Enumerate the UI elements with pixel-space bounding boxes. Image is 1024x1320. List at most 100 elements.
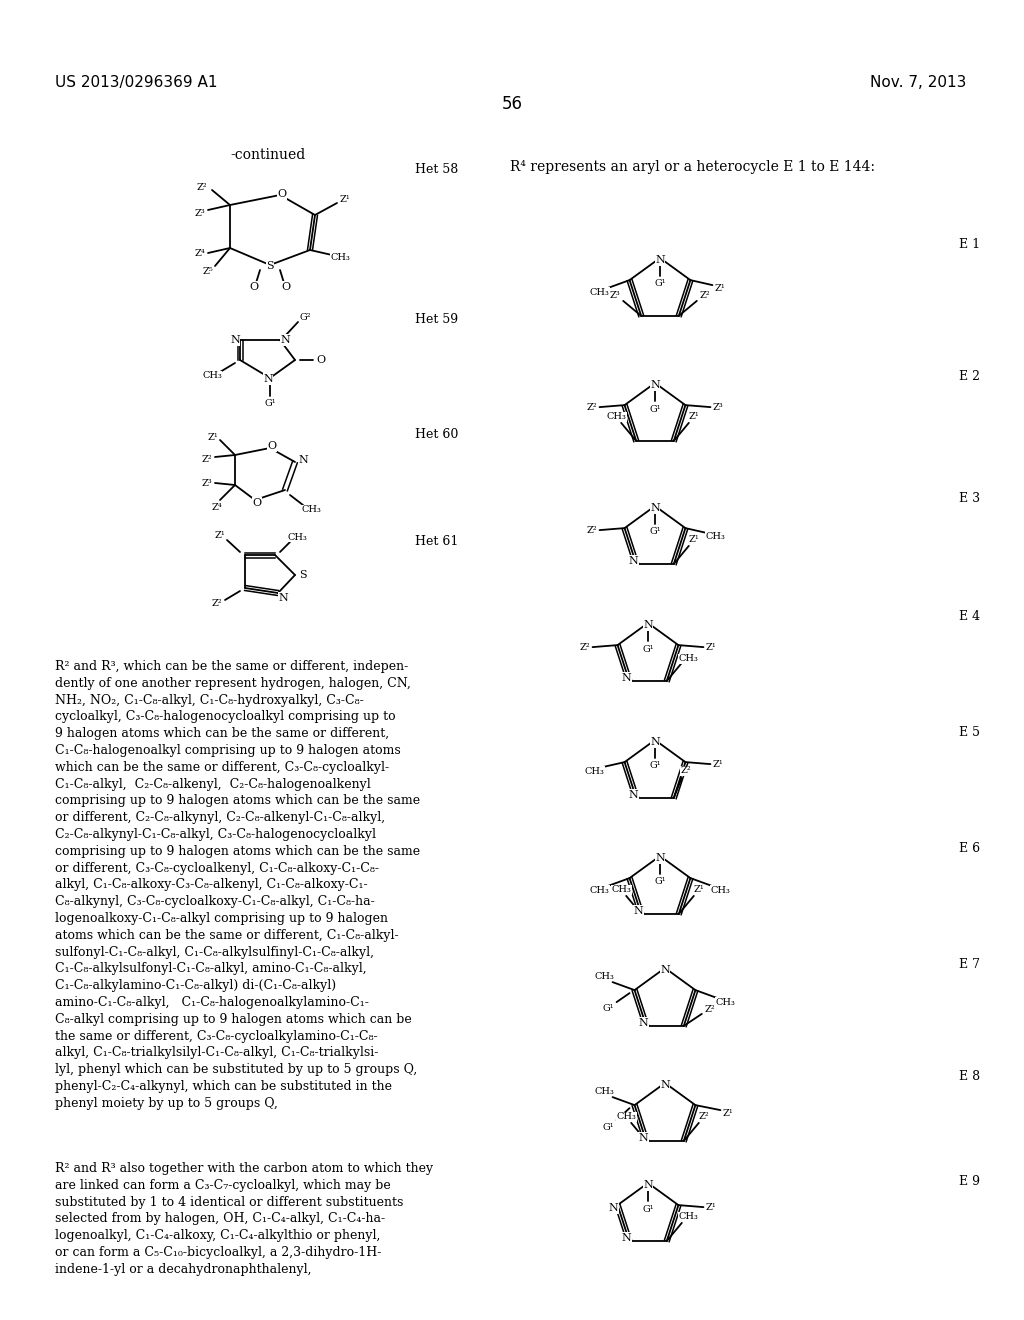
- Text: N: N: [281, 335, 290, 345]
- Text: N: N: [638, 1018, 648, 1028]
- Text: O: O: [316, 355, 326, 366]
- Text: N: N: [655, 853, 665, 863]
- Text: N: N: [660, 1080, 670, 1090]
- Text: Z¹: Z¹: [715, 284, 726, 293]
- Text: N: N: [279, 593, 288, 603]
- Text: Z³: Z³: [610, 292, 621, 301]
- Text: N: N: [633, 906, 643, 916]
- Text: CH₃: CH₃: [679, 655, 698, 664]
- Text: CH₃: CH₃: [711, 886, 730, 895]
- Text: E 7: E 7: [959, 958, 980, 972]
- Text: CH₃: CH₃: [595, 972, 614, 981]
- Text: CH₃: CH₃: [585, 767, 604, 776]
- Text: CH₃: CH₃: [287, 532, 307, 541]
- Text: Z³: Z³: [195, 209, 206, 218]
- Text: Z⁴: Z⁴: [195, 248, 206, 257]
- Text: Z²: Z²: [212, 599, 222, 609]
- Text: O: O: [267, 441, 276, 451]
- Text: -continued: -continued: [230, 148, 305, 162]
- Text: Z²: Z²: [587, 403, 597, 412]
- Text: Z¹: Z¹: [340, 195, 350, 205]
- Text: N: N: [638, 1133, 648, 1143]
- Text: Z²: Z²: [580, 643, 590, 652]
- Text: S: S: [266, 261, 273, 271]
- Text: N: N: [643, 620, 653, 630]
- Text: Z¹: Z¹: [723, 1109, 734, 1118]
- Text: N: N: [622, 673, 631, 682]
- Text: Z²: Z²: [705, 1006, 715, 1014]
- Text: G¹: G¹: [654, 280, 666, 289]
- Text: N: N: [629, 556, 638, 566]
- Text: G¹: G¹: [264, 400, 275, 408]
- Text: Z¹: Z¹: [707, 643, 717, 652]
- Text: CH₃: CH₃: [706, 532, 725, 541]
- Text: Z¹: Z¹: [208, 433, 218, 441]
- Text: CH₃: CH₃: [611, 886, 631, 895]
- Text: N: N: [298, 455, 308, 465]
- Text: CH₃: CH₃: [330, 252, 350, 261]
- Text: E 3: E 3: [958, 492, 980, 506]
- Text: N: N: [650, 503, 659, 513]
- Text: Het 61: Het 61: [415, 535, 459, 548]
- Text: S: S: [299, 570, 307, 579]
- Text: CH₃: CH₃: [606, 412, 626, 421]
- Text: 56: 56: [502, 95, 522, 114]
- Text: Z³: Z³: [713, 403, 724, 412]
- Text: E 9: E 9: [959, 1175, 980, 1188]
- Text: N: N: [263, 374, 272, 384]
- Text: E 5: E 5: [959, 726, 980, 739]
- Text: G¹: G¹: [642, 644, 653, 653]
- Text: Z¹: Z¹: [707, 1203, 717, 1212]
- Text: Z¹: Z¹: [688, 412, 699, 421]
- Text: Z¹: Z¹: [693, 886, 705, 895]
- Text: N: N: [622, 1233, 631, 1243]
- Text: N: N: [655, 255, 665, 265]
- Text: G¹: G¹: [649, 404, 660, 413]
- Text: R² and R³ also together with the carbon atom to which they
are linked can form a: R² and R³ also together with the carbon …: [55, 1162, 433, 1276]
- Text: Z⁵: Z⁵: [203, 268, 213, 276]
- Text: CH₃: CH₃: [595, 1086, 614, 1096]
- Text: E 8: E 8: [958, 1071, 980, 1082]
- Text: O: O: [250, 282, 259, 292]
- Text: Z¹: Z¹: [713, 759, 724, 768]
- Text: G¹: G¹: [603, 1122, 614, 1131]
- Text: CH₃: CH₃: [301, 506, 321, 515]
- Text: N: N: [650, 737, 659, 747]
- Text: CH₃: CH₃: [716, 998, 735, 1007]
- Text: CH₃: CH₃: [679, 1212, 698, 1221]
- Text: E 6: E 6: [958, 842, 980, 855]
- Text: E 1: E 1: [958, 238, 980, 251]
- Text: Z¹: Z¹: [215, 532, 225, 540]
- Text: N: N: [660, 965, 670, 975]
- Text: O: O: [278, 189, 287, 199]
- Text: N: N: [230, 335, 240, 345]
- Text: CH₃: CH₃: [202, 371, 222, 380]
- Text: Z²: Z²: [587, 525, 597, 535]
- Text: G¹: G¹: [649, 762, 660, 771]
- Text: Het 58: Het 58: [415, 162, 459, 176]
- Text: CH₃: CH₃: [616, 1113, 636, 1122]
- Text: Z²: Z²: [698, 1113, 710, 1122]
- Text: Z²: Z²: [681, 767, 691, 775]
- Text: Z²: Z²: [699, 292, 710, 301]
- Text: N: N: [629, 789, 638, 800]
- Text: O: O: [253, 498, 261, 508]
- Text: CH₃: CH₃: [590, 288, 609, 297]
- Text: Z⁴: Z⁴: [212, 503, 222, 511]
- Text: Z²: Z²: [197, 182, 207, 191]
- Text: Z³: Z³: [202, 479, 212, 487]
- Text: G¹: G¹: [649, 528, 660, 536]
- Text: N: N: [643, 1180, 653, 1191]
- Text: G²: G²: [299, 314, 310, 322]
- Text: O: O: [282, 282, 291, 292]
- Text: Het 60: Het 60: [415, 428, 459, 441]
- Text: R² and R³, which can be the same or different, indepen-
dently of one another re: R² and R³, which can be the same or diff…: [55, 660, 420, 1110]
- Text: R⁴ represents an aryl or a heterocycle E 1 to E 144:: R⁴ represents an aryl or a heterocycle E…: [510, 160, 874, 174]
- Text: Het 59: Het 59: [415, 313, 458, 326]
- Text: Z¹: Z¹: [688, 536, 699, 544]
- Text: E 2: E 2: [959, 370, 980, 383]
- Text: G¹: G¹: [654, 878, 666, 887]
- Text: N: N: [608, 1203, 618, 1213]
- Text: US 2013/0296369 A1: US 2013/0296369 A1: [55, 75, 217, 90]
- Text: G¹: G¹: [603, 1003, 614, 1012]
